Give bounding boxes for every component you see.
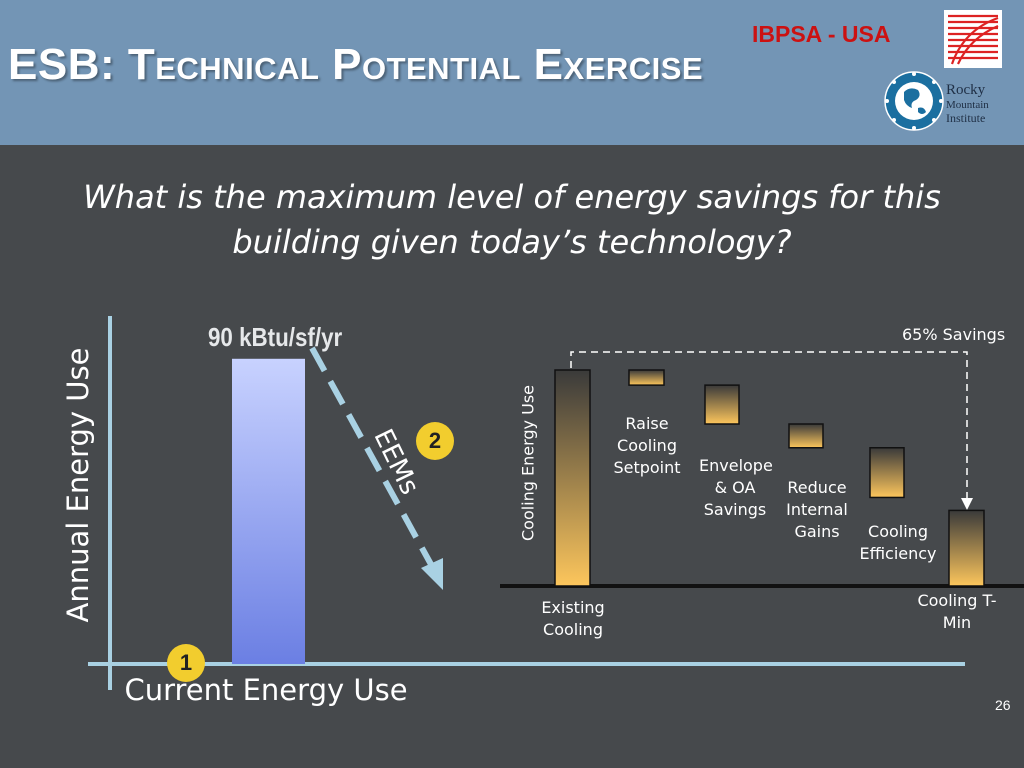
header-band: ESB: Technical Potential Exercise IBPSA … [0,0,1024,145]
waterfall-bar-6 [948,509,985,587]
rmi-logo-line-3: Institute [946,111,985,125]
cooling-y-axis-label: Cooling Energy Use [518,384,538,542]
step-badge-1: 1 [167,644,205,682]
waterfall-bar-2 [628,369,665,386]
waterfall-bar-4 [788,423,824,449]
org-name: IBPSA - USA [752,21,891,47]
page-number: 26 [995,697,1011,713]
waterfall-label-efficiency: Cooling Efficiency [859,522,937,563]
waterfall-label-internal: Reduce Internal Gains [786,478,848,541]
step-badge-2: 2 [416,422,454,460]
savings-bracket [570,351,973,510]
main-bar-value-label: 90 kBtu/sf/yr [208,322,343,352]
waterfall-label-existing: Existing Cooling [541,598,605,639]
rmi-logo-line-2: Mountain [946,99,989,111]
waterfall-label-envelope: Envelope & OA Savings [699,456,773,519]
waterfall-bar-5 [869,447,905,499]
savings-annotation: 65% Savings [902,325,1006,344]
main-category-label: Current Energy Use [124,673,408,707]
rmi-logo-line-1: Rocky [946,82,986,98]
main-y-axis-label: Annual Energy Use [61,347,95,623]
ibpsa-logo-icon [944,10,1002,68]
rmi-logo: Rocky Mountain Institute [884,71,989,131]
main-bar-current-energy [232,358,305,664]
waterfall-bar-3 [704,384,740,425]
waterfall-label-setpoint: Raise Cooling Setpoint [613,414,681,477]
waterfall-label-tmin: Cooling T-Min [917,591,997,632]
question-text: What is the maximum level of energy savi… [83,178,941,261]
slide-title: ESB: Technical Potential Exercise [8,40,704,89]
waterfall-bar-1 [554,369,591,587]
eems-arrow [309,346,443,590]
